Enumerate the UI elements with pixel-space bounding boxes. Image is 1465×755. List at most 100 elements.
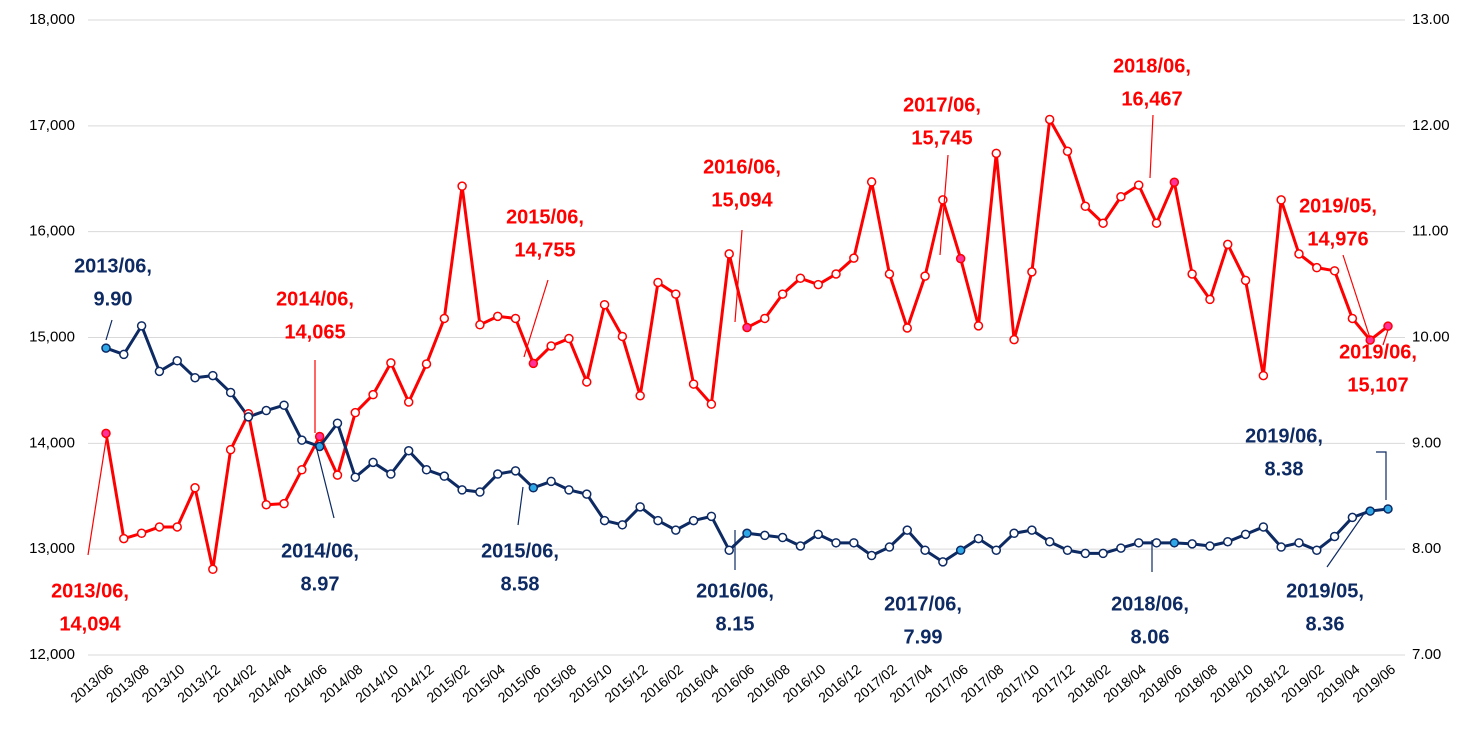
annotation-date: 2018/06, [1113, 55, 1191, 77]
point-marker [279, 498, 289, 509]
point-marker [1294, 249, 1304, 259]
annotation-date: 2019/06, [1245, 425, 1323, 447]
point-marker [190, 483, 200, 493]
annotation-date: 2013/06, [51, 580, 129, 602]
point-marker [314, 431, 325, 442]
annotation-value: 8.97 [301, 573, 340, 595]
point-marker [1312, 545, 1322, 555]
point-marker [742, 528, 752, 539]
point-marker [225, 444, 236, 455]
point-marker [439, 313, 450, 324]
point-marker [813, 529, 823, 540]
point-marker [938, 557, 948, 567]
point-marker [706, 399, 717, 409]
point-marker [528, 358, 539, 369]
point-marker [475, 487, 485, 497]
point-marker [297, 435, 307, 445]
y2-tick-label: 11.00 [1412, 223, 1448, 240]
point-marker [1080, 201, 1091, 212]
point-marker [617, 520, 628, 530]
annotation-value: 15,745 [911, 127, 972, 149]
point-marker [119, 349, 129, 360]
point-marker [1151, 538, 1162, 548]
leader-line [1382, 329, 1389, 346]
point-marker [1365, 335, 1375, 345]
point-marker [1133, 538, 1144, 548]
annotation-value: 8.38 [1265, 458, 1304, 480]
point-marker [297, 465, 307, 475]
point-marker [849, 253, 859, 263]
point-marker [1116, 191, 1126, 202]
point-marker [1169, 538, 1180, 548]
point-marker [457, 181, 467, 191]
point-marker [368, 457, 378, 468]
leader-line [1149, 114, 1154, 179]
point-marker [688, 515, 699, 526]
annotation-date: 2016/06, [703, 156, 781, 178]
leader-line [517, 486, 524, 526]
point-marker [1027, 525, 1037, 535]
annotation-value: 7.99 [904, 626, 943, 648]
leader-line [1376, 451, 1387, 500]
series-line [104, 117, 1389, 571]
point-marker [1009, 528, 1019, 539]
point-marker [1151, 218, 1162, 228]
point-marker [635, 390, 645, 401]
point-marker [1276, 195, 1286, 205]
y2-tick-label: 13.00 [1412, 11, 1450, 28]
point-marker [243, 412, 254, 422]
point-marker [671, 289, 681, 299]
point-marker [582, 377, 592, 387]
point-marker [795, 541, 806, 551]
point-marker [1044, 537, 1055, 547]
point-marker [279, 400, 289, 410]
annotation-value: 9.90 [94, 288, 133, 310]
annotation-value: 14,976 [1307, 228, 1368, 250]
point-marker [831, 538, 841, 548]
point-marker [1062, 146, 1073, 156]
leader-line [1342, 254, 1371, 339]
point-marker [368, 389, 378, 400]
point-marker [1312, 262, 1322, 273]
y-tick-label: 14,000 [29, 434, 75, 451]
point-marker [350, 472, 361, 482]
annotation-date: 2019/05, [1299, 195, 1377, 217]
point-marker [475, 320, 485, 330]
y-tick-label: 13,000 [29, 540, 75, 557]
annotation-date: 2017/06, [903, 94, 981, 116]
point-marker [599, 515, 610, 526]
annotation-value: 14,094 [59, 613, 121, 635]
annotation-date: 2019/05, [1286, 580, 1364, 602]
annotation-value: 16,467 [1121, 88, 1182, 110]
point-marker [1258, 370, 1269, 381]
annotation-value: 8.06 [1131, 626, 1170, 648]
point-marker [866, 177, 877, 187]
point-marker [1205, 294, 1215, 305]
point-marker [617, 331, 628, 342]
point-marker [119, 533, 129, 544]
point-marker [101, 343, 111, 353]
point-marker [1205, 541, 1215, 551]
point-marker [884, 269, 895, 279]
point-marker [546, 341, 556, 351]
annotation-value: 8.36 [1306, 613, 1345, 635]
y-tick-label: 15,000 [29, 328, 75, 345]
point-marker [831, 269, 841, 279]
point-marker [332, 418, 343, 428]
point-marker [439, 471, 450, 481]
leader-line [1326, 507, 1369, 568]
point-marker [1187, 539, 1197, 549]
point-marker [208, 370, 218, 381]
point-marker [225, 387, 236, 398]
point-marker [101, 428, 111, 439]
point-marker [386, 469, 396, 479]
point-marker [1329, 266, 1340, 276]
point-marker [671, 525, 681, 535]
point-marker [938, 195, 948, 205]
point-marker [1062, 545, 1073, 555]
point-marker [154, 522, 165, 532]
point-marker [1116, 543, 1126, 553]
point-marker [777, 289, 788, 299]
point-marker [332, 470, 343, 480]
point-marker [1080, 548, 1091, 559]
